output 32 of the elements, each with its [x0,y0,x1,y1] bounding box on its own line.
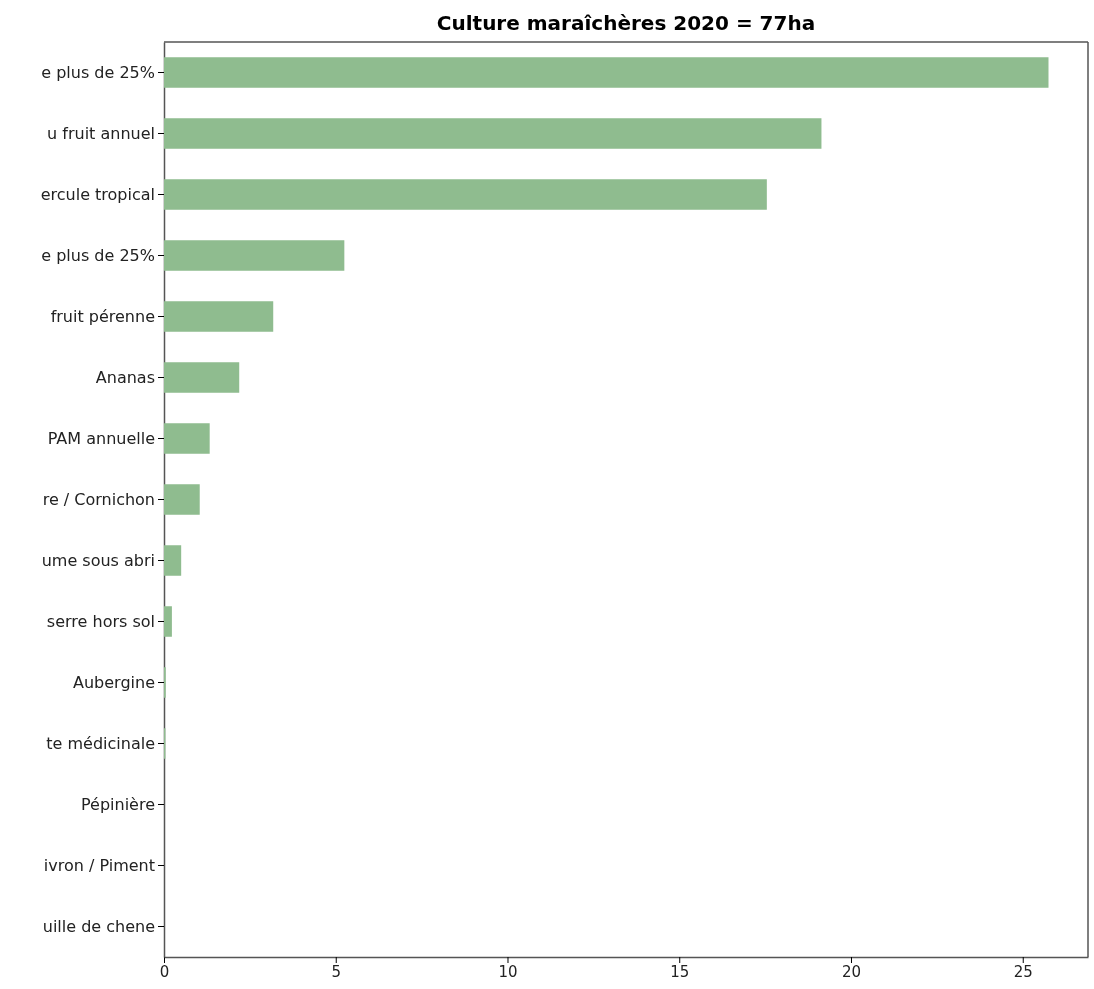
y-tick-label: Aubergine [73,672,155,692]
y-tick-label: Ananas [95,367,155,387]
y-tick-label: uille de chene [42,916,155,936]
x-tick-label: 25 [1013,962,1033,981]
bar [164,606,172,637]
x-tick-label: 0 [159,962,170,981]
bar [164,423,210,454]
y-tick-label: ercule tropical [40,184,155,204]
bar [164,57,1049,88]
y-tick-label: u fruit annuel [47,123,155,143]
y-tick-label: re / Cornichon [42,489,155,509]
x-tick-label: 15 [670,962,690,981]
x-tick-label: 5 [331,962,342,981]
bar [164,362,240,393]
x-tick-label: 10 [498,962,518,981]
x-tick-label: 20 [841,962,862,981]
y-tick-label: serre hors sol [46,611,155,631]
chart-title: Culture maraîchères 2020 = 77ha [436,11,816,35]
y-tick-label: te médicinale [46,733,155,753]
bar [164,179,767,210]
bar [164,545,182,576]
y-tick-label: e plus de 25% [41,245,155,265]
y-tick-label: ume sous abri [41,550,155,570]
bar [164,240,345,271]
bar [164,301,274,332]
y-tick-label: Pépinière [80,794,155,814]
y-tick-label: PAM annuelle [47,428,155,448]
bar [164,484,200,515]
y-tick-label: e plus de 25% [41,62,155,82]
y-tick-label: fruit pérenne [50,306,155,326]
y-tick-label: ivron / Piment [43,855,155,875]
bar [164,118,822,149]
